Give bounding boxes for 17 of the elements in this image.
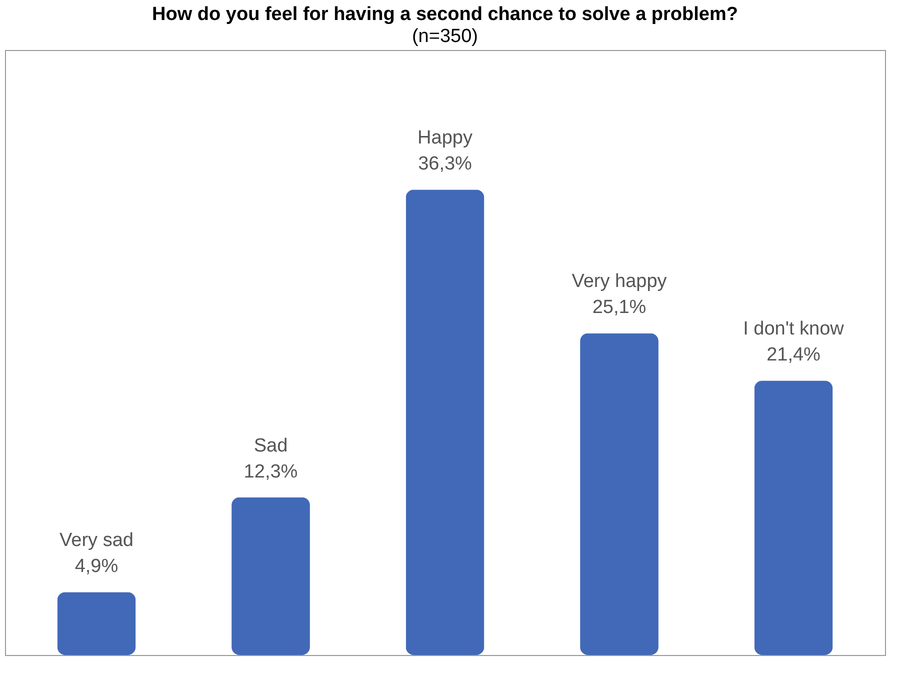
data-label: 25,1% bbox=[592, 297, 646, 318]
bar bbox=[232, 497, 310, 655]
data-label: 4,9% bbox=[74, 556, 118, 578]
x-tick-label: Happy bbox=[418, 128, 473, 149]
x-tick-label: I don't know bbox=[743, 318, 844, 340]
chart-subtitle: (n=350) bbox=[412, 26, 478, 47]
bar bbox=[580, 333, 658, 655]
data-label: 36,3% bbox=[418, 154, 472, 175]
data-label: 12,3% bbox=[244, 461, 298, 482]
bar bbox=[57, 592, 136, 655]
x-tick-label: Very sad bbox=[60, 530, 134, 552]
bar bbox=[406, 190, 484, 655]
x-tick-label: Sad bbox=[254, 435, 288, 456]
bar bbox=[754, 380, 833, 655]
chart-title: How do you feel for having a second chance to solve a problem? bbox=[152, 4, 738, 25]
data-label: 21,4% bbox=[766, 344, 821, 366]
x-tick-label: Very happy bbox=[572, 271, 668, 292]
